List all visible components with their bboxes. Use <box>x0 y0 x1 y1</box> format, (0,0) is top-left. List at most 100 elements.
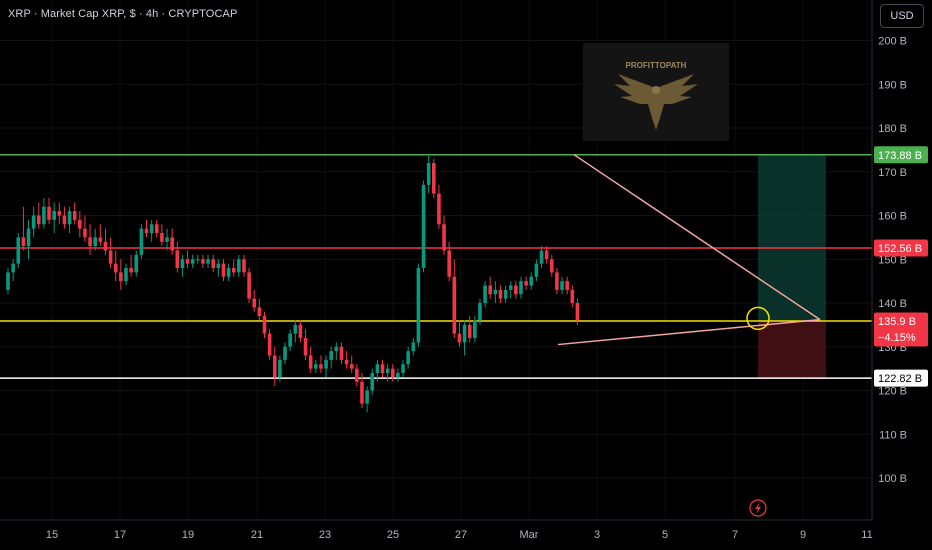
ascending-trendline <box>557 318 821 346</box>
candle-body <box>298 324 303 338</box>
candle-body <box>488 285 493 295</box>
candle-body <box>237 259 241 273</box>
time-axis: 15 17 19 21 23 25 27 Mar 3 5 7 9 11 <box>0 519 873 541</box>
candle-body <box>524 281 528 286</box>
level-labels: 173.88 B 152.56 B 135.9 B −4.15% 122.82 B <box>874 146 928 387</box>
candle-body <box>139 228 144 255</box>
level-label-bg <box>874 369 928 387</box>
candle-body <box>16 237 21 264</box>
eagle-icon <box>614 74 698 130</box>
candle-body <box>113 263 118 273</box>
candle-body <box>78 219 82 229</box>
candle-body <box>421 184 426 268</box>
y-tick-label: 180 B <box>878 123 907 135</box>
candle-body <box>47 206 51 220</box>
candle-body <box>339 346 344 360</box>
candle-body <box>447 250 451 277</box>
candle-body <box>93 237 98 247</box>
candle-body <box>11 263 15 273</box>
candle-body <box>88 237 92 247</box>
x-tick-label: 15 <box>46 529 58 541</box>
candle-body <box>206 259 210 264</box>
candle-body <box>67 211 72 225</box>
candle-body <box>370 373 375 391</box>
candle-body <box>483 285 487 303</box>
y-tick-label: 190 B <box>878 79 907 91</box>
candle-body <box>493 289 498 295</box>
level-label: 122.82 B <box>878 373 922 385</box>
candle-body <box>411 342 416 352</box>
candle-body <box>175 250 180 268</box>
currency-button[interactable]: USD <box>880 4 924 28</box>
y-tick-label: 160 B <box>878 211 907 223</box>
candle-body <box>252 298 257 308</box>
candle-body <box>565 281 569 290</box>
candle-body <box>278 359 282 378</box>
y-tick-label: 100 B <box>878 473 907 485</box>
candle-body <box>283 346 287 360</box>
x-tick-label: Mar <box>520 529 539 541</box>
candle-body <box>360 381 364 404</box>
candle-body <box>519 281 523 295</box>
candle-body <box>570 289 575 303</box>
candle-body <box>21 237 26 247</box>
x-tick-label: 25 <box>387 529 399 541</box>
level-label-bg <box>874 312 928 347</box>
watermark-logo: PROFITTOPATH <box>583 43 729 141</box>
candle-body <box>26 228 31 247</box>
candle-body <box>431 163 436 194</box>
watermark-text: PROFITTOPATH <box>626 61 687 70</box>
chart-title: XRP · Market Cap XRP, $ · 4h · CRYPTOCAP <box>8 8 238 20</box>
candle-body <box>201 259 205 264</box>
candle-body <box>401 364 405 373</box>
candle-body <box>478 303 482 321</box>
candle-body <box>57 211 62 216</box>
candle-body <box>160 233 164 242</box>
candle-body <box>390 368 395 378</box>
candle-body <box>416 268 421 343</box>
candle-body <box>560 281 564 290</box>
x-tick-label: 9 <box>800 529 806 541</box>
candle-body <box>134 254 139 273</box>
candle-body <box>575 303 580 321</box>
candle-body <box>221 263 226 277</box>
y-tick-label: 110 B <box>879 429 907 441</box>
candle-body <box>185 259 190 264</box>
candle-body <box>211 259 215 268</box>
trendlines <box>557 154 821 346</box>
candle-body <box>267 333 272 356</box>
candle-body <box>406 351 410 365</box>
candle-body <box>231 268 236 273</box>
level-label: 135.9 B <box>878 316 916 328</box>
candle-body <box>385 368 390 373</box>
candle-body <box>514 285 518 295</box>
candle-body <box>165 237 169 242</box>
candle-body <box>534 263 539 277</box>
position-zones <box>758 154 826 379</box>
horizontal-levels <box>0 154 872 379</box>
candle-body <box>355 368 359 382</box>
candle-body <box>72 211 77 220</box>
candle-body <box>196 259 200 261</box>
candle-body <box>314 364 318 369</box>
candle-body <box>473 320 477 338</box>
candle-body <box>442 224 446 251</box>
descending-trendline <box>573 154 821 321</box>
y-tick-label: 150 B <box>878 254 907 266</box>
highlight-circle <box>746 306 770 331</box>
profit-zone <box>758 154 826 321</box>
lightning-icon <box>749 499 767 517</box>
candle-body <box>83 228 87 238</box>
x-tick-label: 11 <box>861 529 872 541</box>
x-tick-label: 7 <box>732 529 738 541</box>
candle-body <box>180 259 185 268</box>
candle-body <box>349 364 354 369</box>
candle-body <box>544 250 549 260</box>
candle-body <box>62 215 67 225</box>
y-tick-label: 120 B <box>878 386 907 398</box>
x-tick-label: 23 <box>319 529 331 541</box>
candle-body <box>124 268 128 282</box>
candle-body <box>426 163 431 185</box>
